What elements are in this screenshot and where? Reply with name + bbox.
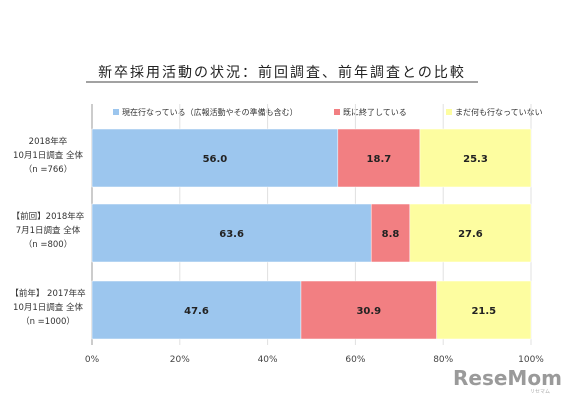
bar-segment [91,128,339,188]
x-tick-label: 80% [433,355,453,365]
bar-segment [300,280,437,340]
bar-segment [337,128,421,188]
legend-swatch [334,109,340,115]
legend-label: まだ何も行なっていない [455,107,543,117]
category-labels: 2018年卒 10月1日調査 全体（n =766） 【前回】2018年卒 7月1日調査… [10,136,86,327]
chart-title: 新卒採用活動の状況：前回調査、前年調査との比較 [98,64,466,81]
x-tick-label: 0% [85,355,100,365]
bar-segment [419,128,532,188]
category-label: 【前回】2018年卒 7月1日調査 全体（n =800） [12,211,85,250]
data-label: 30.9 [356,306,381,317]
legend-label: 現在行なっている（広報活動やその準備も含む） [122,107,298,117]
data-label: 47.6 [184,306,209,317]
category-label: 2018年卒 10月1日調査 全体（n =766） [13,136,83,175]
bar-segment [370,203,411,263]
x-axis-ticks: 0% 20% 40% 60% 80% 100% [85,355,544,365]
category-label: 【前年】 2017年卒 10月1日調査 全体（n =1000） [10,288,86,327]
legend: 現在行なっている（広報活動やその準備も含む） 既に終了している まだ何も行なっていな… [113,107,543,117]
bars: 56.0 18.7 25.3 63.6 8.8 27.6 47.6 30.9 21.5 [91,128,532,340]
bar-segment [436,280,532,340]
bar-segment [91,203,372,263]
data-label: 56.0 [203,154,228,165]
data-label: 27.6 [458,229,483,240]
bar-segment [409,203,532,263]
data-label: 63.6 [219,229,244,240]
data-label: 25.3 [463,154,488,165]
legend-label: 既に終了している [343,107,407,117]
x-tick-label: 40% [258,355,278,365]
data-label: 18.7 [367,154,392,165]
x-tick-label: 60% [345,355,365,365]
resemom-watermark: ReseMom リセマム [453,366,562,395]
legend-swatch [446,109,452,115]
data-label: 21.5 [471,306,496,317]
legend-swatch [113,109,119,115]
x-tick-label: 100% [518,355,544,365]
watermark-text: ReseMom [453,366,562,390]
watermark-subtext: リセマム [530,389,550,395]
bar-segment [91,280,302,340]
x-tick-label: 20% [170,355,190,365]
data-label: 8.8 [382,229,400,240]
